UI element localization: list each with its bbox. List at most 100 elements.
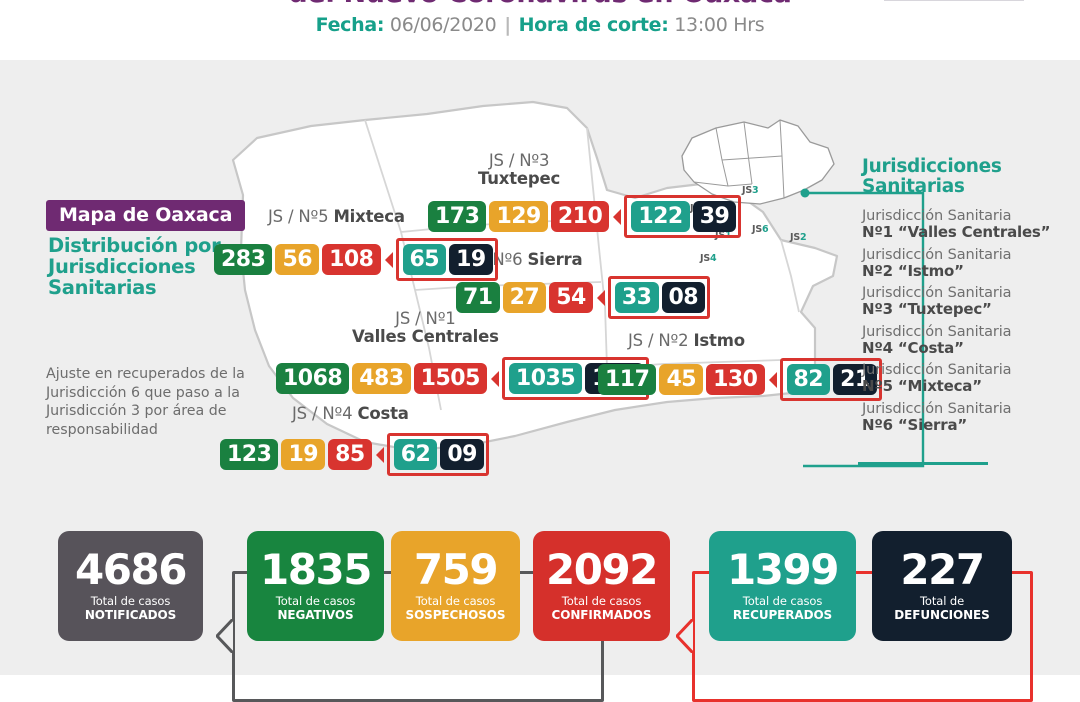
highlight-group-mixteca: 65 19 <box>395 238 498 281</box>
summary-value: 4686 <box>75 545 187 594</box>
map-subtitle: Distribución por Jurisdicciones Sanitari… <box>48 234 221 299</box>
notch-icon <box>216 619 233 653</box>
list-item: Jurisdicción Sanitaria Nº5 “Mixteca” <box>862 362 1062 395</box>
chip-sospechosos-mixteca: 56 <box>275 244 320 275</box>
summary-card-defunciones: 227 Total de DEFUNCIONES <box>872 531 1012 641</box>
arrow-icon <box>613 208 622 225</box>
highlight-group-sierra: 33 08 <box>607 276 711 319</box>
region-jurisdiction-costa: JS / Nº4 <box>292 404 353 423</box>
region-name-mixteca: Mixteca <box>333 207 405 226</box>
date-label: Fecha: <box>315 14 385 36</box>
chip-sospechosos-valles: 483 <box>352 363 411 394</box>
chip-defunciones-costa: 09 <box>440 439 484 470</box>
highlight-group-tuxtepec: 122 39 <box>624 195 742 238</box>
stats-row-istmo: 117 45 130 82 21 <box>598 358 882 401</box>
chip-recuperados-sierra: 33 <box>614 282 659 313</box>
sidebar-connector-line <box>800 188 925 468</box>
summary-label: SOSPECHOSOS <box>405 608 506 622</box>
summary-caption: Total de casos <box>275 594 356 608</box>
region-label-valles-centrales: JS / Nº1 Valles Centrales <box>352 310 499 346</box>
bracket-notch-gray <box>216 619 233 653</box>
jurisdiction-prefix: Jurisdicción Sanitaria <box>862 285 1012 301</box>
summary-caption: Total de casos <box>90 594 171 608</box>
chip-recuperados-tuxtepec: 122 <box>631 201 690 232</box>
summary-label: DEFUNCIONES <box>894 608 990 622</box>
region-name-istmo: Istmo <box>693 331 745 350</box>
datetime-separator: | <box>504 14 511 36</box>
summary-caption: Total de casos <box>742 594 823 608</box>
jurisdiction-prefix: Jurisdicción Sanitaria <box>862 246 1012 263</box>
jurisdiction-name: Nº3 “Tuxtepec” <box>862 300 992 318</box>
chip-defunciones-istmo: 21 <box>833 364 877 395</box>
region-label-costa: JS / Nº4 Costa <box>292 405 409 423</box>
jurisdiction-name: Nº4 “Costa” <box>862 338 964 357</box>
region-label-mixteca: JS / Nº5 Mixteca <box>268 208 405 226</box>
report-datetime: Fecha: 06/06/2020 | Hora de corte: 13:00… <box>0 14 1080 36</box>
summary-label: NOTIFICADOS <box>84 608 177 622</box>
region-jurisdiction-istmo: JS / Nº2 <box>628 331 689 350</box>
chip-sospechosos-sierra: 27 <box>502 282 547 313</box>
chip-negativos-tuxtepec: 173 <box>428 201 487 232</box>
summary-card-sospechosos: 759 Total de casos SOSPECHOSOS <box>391 531 520 641</box>
highlight-group-istmo: 82 21 <box>779 358 882 401</box>
summary-label: RECUPERADOS <box>732 608 833 622</box>
time-label: Hora de corte: <box>518 14 669 36</box>
chip-confirmados-valles: 1505 <box>413 363 487 394</box>
region-name-tuxtepec: Tuxtepec <box>478 169 561 188</box>
summary-card-negativos: 1835 Total de casos NEGATIVOS <box>247 531 384 641</box>
adjustment-note: Ajuste en recuperados de la Jurisdicción… <box>46 366 245 438</box>
page-title: del Nuevo Coronavirus en Oaxaca <box>0 0 1080 9</box>
jurisdiction-prefix: Jurisdicción Sanitaria <box>862 323 1012 340</box>
summary-caption: Total de casos <box>415 594 496 608</box>
arrow-icon <box>596 289 606 306</box>
inset-label-js3: JS3 <box>742 185 759 196</box>
sidebar-rule <box>858 462 988 465</box>
chip-sospechosos-istmo: 45 <box>659 364 704 395</box>
summary-value: 1835 <box>260 545 372 594</box>
chip-recuperados-valles: 1035 <box>508 363 583 394</box>
sidebar-title: Jurisdicciones Sanitarias <box>862 156 1002 197</box>
arrow-icon <box>490 370 500 387</box>
jurisdiction-prefix: Jurisdicción Sanitaria <box>862 208 1012 224</box>
summary-caption: Total de <box>919 594 965 608</box>
summary-value: 1399 <box>727 545 839 594</box>
jurisdiction-name: Nº1 “Valles Centrales” <box>862 223 1051 241</box>
notch-icon <box>676 619 693 653</box>
region-label-istmo: JS / Nº2 Istmo <box>628 332 745 350</box>
jurisdiction-prefix: Jurisdicción Sanitaria <box>862 400 1012 417</box>
highlight-group-costa: 62 09 <box>386 433 489 476</box>
summary-caption: Total de casos <box>561 594 642 608</box>
arrow-icon <box>384 251 394 268</box>
page-header: del Nuevo Coronavirus en Oaxaca Fecha: 0… <box>0 0 1080 60</box>
main-panel: JS5 JS3 JS1 JS6 JS2 JS4 Mapa de Oaxaca D… <box>0 60 1080 702</box>
stats-row-costa: 123 19 85 62 09 <box>220 433 489 476</box>
chip-recuperados-istmo: 82 <box>786 364 831 395</box>
arrow-icon <box>375 446 385 463</box>
summary-label: CONFIRMADOS <box>551 608 652 622</box>
chip-confirmados-sierra: 54 <box>549 282 593 313</box>
summary-card-recuperados: 1399 Total de casos RECUPERADOS <box>709 531 856 641</box>
region-label-tuxtepec: JS / Nº3 Tuxtepec <box>478 152 560 188</box>
time-value: 13:00 Hrs <box>674 14 765 36</box>
chip-defunciones-tuxtepec: 39 <box>692 201 737 232</box>
stats-row-valles-centrales: 1068 483 1505 1035 131 <box>276 357 649 400</box>
logo-rule <box>884 0 1024 1</box>
date-value: 06/06/2020 <box>389 14 497 36</box>
chip-sospechosos-costa: 19 <box>281 439 326 470</box>
summary-value: 2092 <box>546 545 658 594</box>
chip-negativos-mixteca: 283 <box>214 244 273 275</box>
region-jurisdiction-mixteca: JS / Nº5 <box>268 207 329 226</box>
chip-confirmados-mixteca: 108 <box>322 244 381 275</box>
jurisdiction-name: Nº5 “Mixteca” <box>862 377 982 395</box>
region-name-sierra: Sierra <box>527 250 583 269</box>
jurisdiction-name: Nº2 “Istmo” <box>862 261 964 280</box>
region-name-costa: Costa <box>357 404 409 423</box>
agency-logo: Servicios de Salud de Oaxaca <box>884 0 1024 1</box>
chip-confirmados-tuxtepec: 210 <box>550 201 610 232</box>
chip-confirmados-istmo: 130 <box>706 364 765 395</box>
summary-value: 227 <box>900 545 985 594</box>
stats-row-mixteca: 283 56 108 65 19 <box>214 238 498 281</box>
jurisdiction-list: Jurisdicción Sanitaria Nº1 “Valles Centr… <box>862 208 1062 439</box>
chip-negativos-istmo: 117 <box>598 364 657 395</box>
list-item: Jurisdicción Sanitaria Nº2 “Istmo” <box>862 247 1062 280</box>
